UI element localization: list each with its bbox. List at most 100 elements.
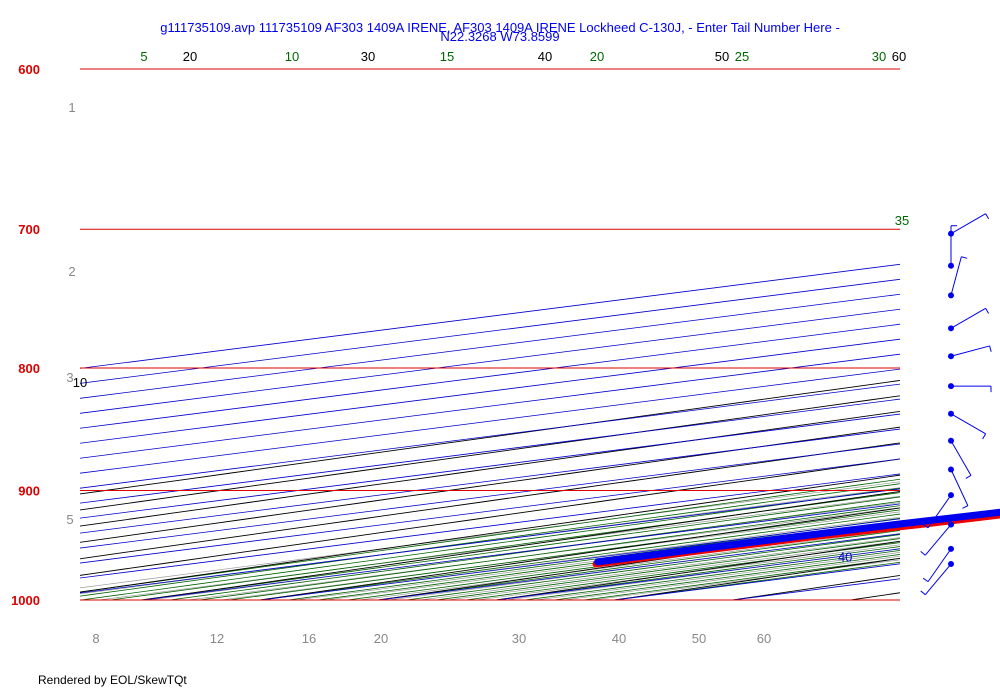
moist-adiabat-line [80,478,900,593]
wind-barb-flag [922,524,929,529]
chart-title: g111735109.avp 111735109 AF303 1409A IRE… [160,20,840,35]
wind-barb-base [948,545,954,552]
pressure-label: 900 [18,483,40,498]
wind-barb-staff [950,307,986,329]
dry-adiabat-line [257,507,900,600]
wind-barb-staff [950,440,972,476]
moist-adiabat-line [107,492,900,600]
grid-lines [80,263,900,600]
moist-adiabat-label: 25 [735,49,749,64]
wind-barb-staff [950,413,986,435]
wind-barb-base [948,492,954,499]
wind-barb-flag [965,475,972,479]
mixing-ratio-line [80,481,900,589]
dewpoint-point [890,521,898,528]
isotherm-line [80,293,900,399]
wind-barb-flag [961,256,968,259]
isotherm-line [80,458,900,564]
chart-subtitle-location: N22.3268 W73.8599 [440,29,560,44]
mixing-ratio-label: 16 [302,631,316,646]
dewpoint-point [987,510,995,517]
dry-adiabat-line [80,442,900,560]
isotherm-line [80,368,900,474]
height-label: 3 [66,370,73,385]
wind-barb-staff [950,469,969,506]
dewpoint-trace [594,508,1000,566]
moist-adiabat-line [137,496,900,600]
dry-adiabat-line [80,426,900,543]
moist-adiabat-line [80,487,900,600]
moist-adiabat-line [196,505,900,600]
moist-adiabat-label: 35 [895,213,909,228]
isotherm-line [80,278,900,384]
mixing-ratio-line [96,495,900,600]
moist-adiabat-label: 15 [440,49,454,64]
isotherm-line [80,263,900,369]
isotherm-line [80,413,900,519]
wind-barb-base [948,410,954,417]
dry-adiabat-label: 10 [73,375,87,390]
wind-barb-base [948,437,954,444]
isotherm-line [80,353,900,459]
mixing-ratio-label: 20 [374,631,388,646]
dewpoint-point [730,541,737,548]
moist-adiabat-label: 30 [872,49,886,64]
dry-adiabat-label: 20 [183,49,197,64]
wind-barb-base [948,383,954,390]
wind-barb-base [948,325,954,332]
wind-barb-staff [924,563,952,596]
isotherm-line [80,488,900,594]
wind-barb-flag [920,550,926,556]
wind-barb-base [948,262,954,269]
dry-adiabat-label: 60 [892,49,906,64]
wind-barb-base [948,466,954,473]
isotherm-line [80,398,900,504]
isotherm-line [80,473,900,579]
wind-barb-flag [922,577,929,583]
isotherm-line [80,338,900,444]
isotherm-line [80,428,900,534]
mixing-ratio-label: 30 [512,631,526,646]
wind-barb-base [948,521,954,528]
isotherm-line [80,383,900,489]
pressure-label: 600 [18,62,40,77]
pressure-label: 700 [18,222,40,237]
moist-adiabat-label: 10 [285,49,299,64]
dewpoint-point [594,558,602,566]
wind-barb-staff [950,256,962,296]
mixing-ratio-line [80,487,900,595]
mixing-ratio-line [185,507,900,600]
dewpoint-point [818,530,825,537]
wind-barb-base [948,561,954,568]
wind-barb-flag [982,433,987,440]
isotherm-line [142,503,900,600]
mixing-ratio-label: 60 [757,631,771,646]
wind-barb-staff [927,548,952,582]
wind-barb-staff [927,494,952,529]
wind-barb-flag [985,213,990,220]
dry-adiabat-line [80,458,900,576]
dry-adiabat-line [80,474,900,593]
mixing-ratio-label: 40 [612,631,626,646]
moist-adiabat-label: 20 [590,49,604,64]
isotherm-line [80,308,900,414]
moist-adiabat-label: 5 [140,49,147,64]
dry-adiabat-label: 30 [361,49,375,64]
moist-adiabat-line [80,483,900,597]
dry-adiabat-label: 50 [715,49,729,64]
sounding-traces [592,508,1000,568]
wind-barbs [920,213,992,596]
wind-barb-flag [962,505,969,509]
wind-barb-base [948,292,954,299]
wind-barb-flag [920,590,926,596]
mixing-ratio-label: 12 [210,631,224,646]
moist-adiabat-line [166,500,900,600]
isotherm-line [80,443,900,549]
dry-adiabat-label: 40 [538,49,552,64]
height-label: 5 [66,512,73,527]
moist-adiabat-line [255,513,900,600]
mixing-ratio-label: 8 [92,631,99,646]
wind-barb-staff [950,213,986,235]
dry-adiabat-line [139,491,900,600]
height-label: 1 [68,100,75,115]
